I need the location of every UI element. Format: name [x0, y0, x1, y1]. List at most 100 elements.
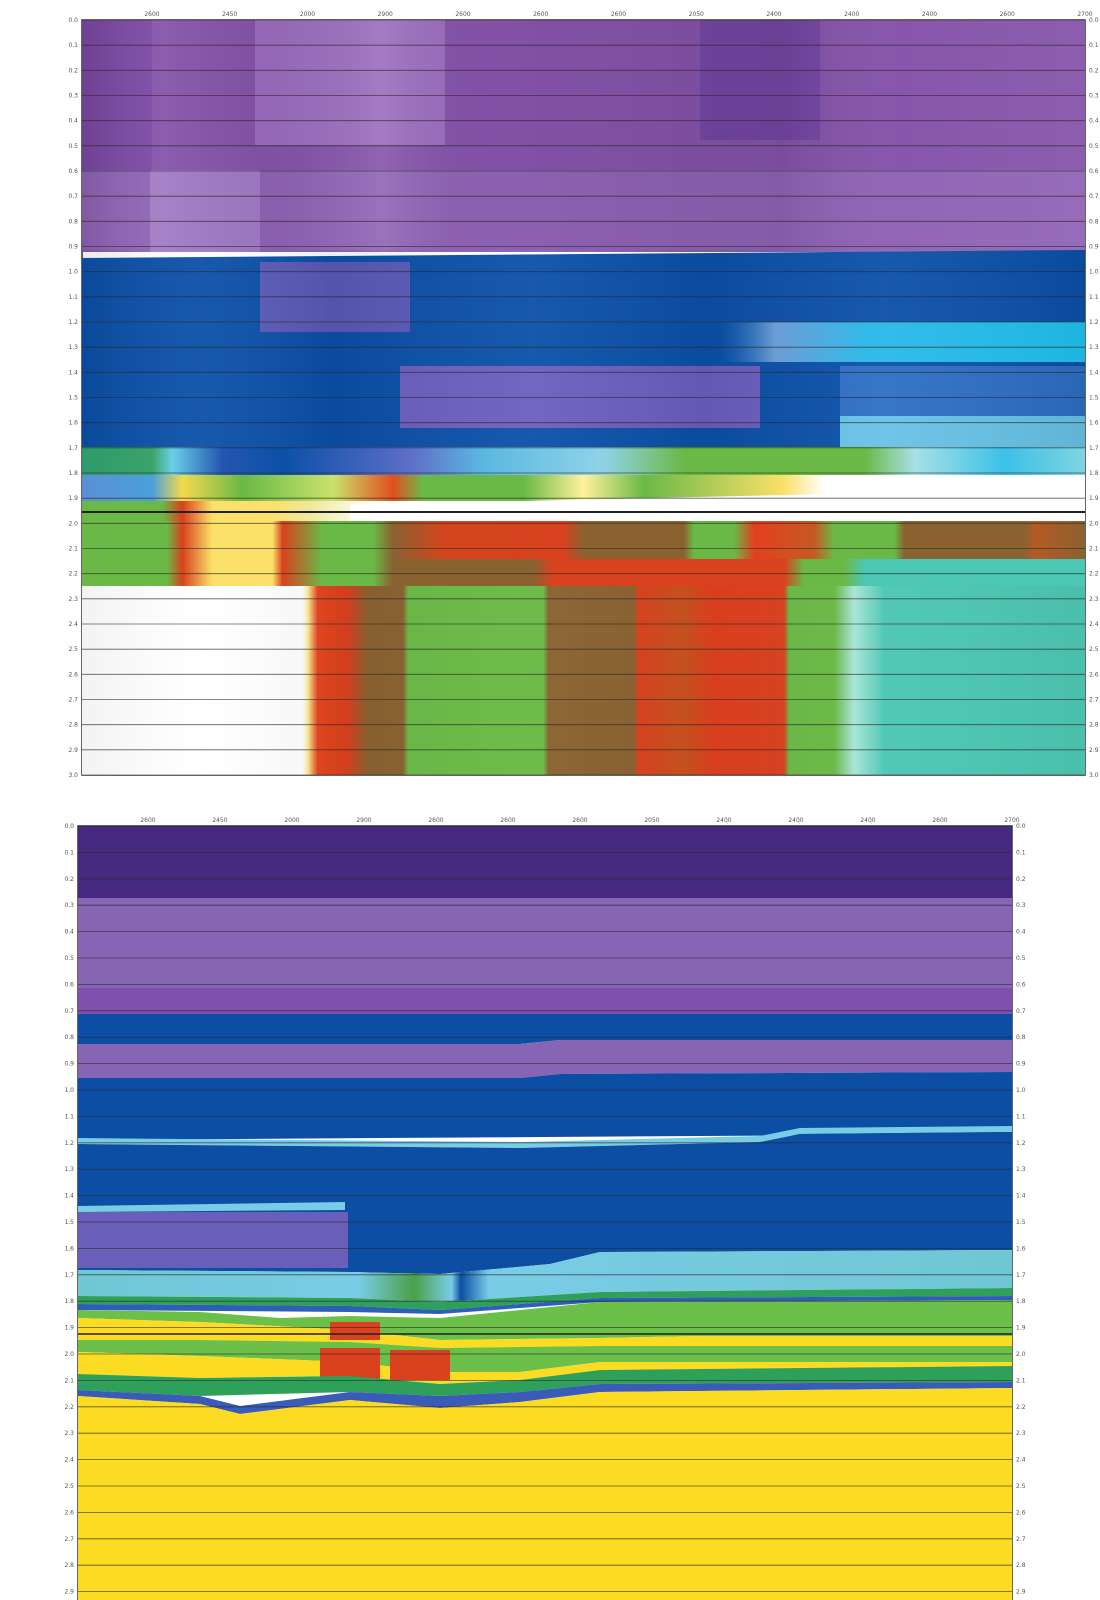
- top-y-tick-label-left: 0.2: [68, 67, 78, 74]
- bottom-y-tick-label-right: 2.2: [1016, 1404, 1026, 1411]
- top-y-tick-label-left: 0.4: [68, 118, 78, 125]
- bottom-y-tick-label-right: 2.6: [1016, 1509, 1026, 1516]
- bottom-x-tick-label: 2700: [1004, 817, 1019, 824]
- top-y-tick-label-right: 0.0: [1089, 17, 1099, 24]
- top-y-tick-label-left: 1.3: [68, 344, 78, 351]
- top-y-tick-label-left: 2.4: [68, 621, 78, 628]
- bottom-y-tick-label-left: 0.7: [64, 1008, 74, 1015]
- top-row-2-1: [82, 521, 1085, 559]
- top-y-tick-label-right: 0.8: [1089, 218, 1099, 225]
- top-lower-texture: [82, 586, 1085, 775]
- top-y-tick-label-left: 0.3: [68, 93, 78, 100]
- bottom-y-tick-label-right: 2.7: [1016, 1536, 1026, 1543]
- bottom-y-tick-label-left: 0.4: [64, 929, 74, 936]
- bottom-y-tick-label-right: 2.3: [1016, 1430, 1026, 1437]
- bottom-y-ticks-left: 0.0 0.1 0.2 0.3 0.4 0.5 0.6 0.7 0.8 0.9 1.0 1.1 1.2 1…: [64, 823, 74, 1596]
- top-y-tick-label-right: 3.0: [1089, 772, 1099, 779]
- bottom-y-tick-label-right: 1.8: [1016, 1298, 1026, 1305]
- top-y-tick-label-left: 0.0: [68, 17, 78, 24]
- bottom-yellow-base: [78, 1388, 1012, 1600]
- top-y-tick-label-left: 0.1: [68, 42, 78, 49]
- bottom-y-tick-label-right: 1.7: [1016, 1272, 1026, 1279]
- bottom-y-tick-label-left: 2.6: [64, 1509, 74, 1516]
- top-y-tick-label-right: 0.6: [1089, 168, 1099, 175]
- bottom-y-tick-label-right: 1.1: [1016, 1113, 1026, 1120]
- bottom-y-tick-label-right: 1.4: [1016, 1193, 1026, 1200]
- top-y-tick-label-left: 1.1: [68, 294, 78, 301]
- bottom-cyan-line-2: [78, 1202, 345, 1212]
- top-y-tick-label-right: 1.4: [1089, 369, 1099, 376]
- bottom-y-tick-label-left: 2.5: [64, 1483, 74, 1490]
- top-blue-texture: [82, 250, 1085, 455]
- top-y-tick-label-right: 2.6: [1089, 671, 1099, 678]
- bottom-y-tick-label-left: 0.2: [64, 876, 74, 883]
- top-x-tick-label: 2000: [300, 11, 315, 18]
- top-y-tick-label-left: 1.2: [68, 319, 78, 326]
- bottom-y-tick-label-left: 1.3: [64, 1166, 74, 1173]
- bottom-y-tick-label-left: 2.2: [64, 1404, 74, 1411]
- top-y-tick-label-right: 2.7: [1089, 697, 1099, 704]
- bottom-y-tick-label-right: 1.0: [1016, 1087, 1026, 1094]
- bottom-y-tick-label-right: 2.9: [1016, 1589, 1026, 1596]
- top-y-tick-label-right: 1.2: [1089, 319, 1099, 326]
- bottom-band-dark-purple: [78, 826, 1012, 898]
- top-y-tick-label-right: 1.0: [1089, 269, 1099, 276]
- bottom-y-tick-label-right: 0.5: [1016, 955, 1026, 962]
- bottom-x-tick-label: 2900: [356, 817, 371, 824]
- bottom-y-tick-label-left: 2.9: [64, 1589, 74, 1596]
- bottom-y-tick-label-left: 1.8: [64, 1298, 74, 1305]
- top-y-tick-label-left: 0.5: [68, 143, 78, 150]
- top-y-tick-label-left: 0.9: [68, 244, 78, 251]
- bottom-y-tick-label-left: 1.5: [64, 1219, 74, 1226]
- bottom-y-tick-label-left: 2.7: [64, 1536, 74, 1543]
- top-y-tick-label-right: 2.0: [1089, 520, 1099, 527]
- top-y-tick-label-right: 0.7: [1089, 193, 1099, 200]
- bottom-purple-block: [78, 1212, 348, 1268]
- bottom-y-tick-label-right: 1.5: [1016, 1219, 1026, 1226]
- top-y-tick-label-left: 3.0: [68, 772, 78, 779]
- bottom-y-ticks-right: 0.0 0.1 0.2 0.3 0.4 0.5 0.6 0.7 0.8 0.9 1.0 1.1 1.2 1…: [1016, 823, 1026, 1596]
- bottom-x-tick-label: 2400: [788, 817, 803, 824]
- bottom-y-tick-label-left: 2.1: [64, 1377, 74, 1384]
- top-x-ticks: 2600 2450 2000 2900 2600 2600 2600 2050 2400 2400…: [144, 11, 1092, 18]
- top-y-tick-label-left: 0.7: [68, 193, 78, 200]
- top-x-tick-label: 2450: [222, 11, 237, 18]
- top-x-tick-label: 2400: [766, 11, 781, 18]
- top-y-tick-label-left: 1.7: [68, 445, 78, 452]
- bottom-x-tick-label: 2600: [428, 817, 443, 824]
- top-y-tick-label-right: 1.5: [1089, 395, 1099, 402]
- top-y-tick-label-right: 2.9: [1089, 747, 1099, 754]
- top-y-tick-label-left: 1.8: [68, 470, 78, 477]
- top-y-tick-label-right: 2.3: [1089, 596, 1099, 603]
- top-y-tick-label-right: 2.1: [1089, 546, 1099, 553]
- bottom-x-tick-label: 2600: [572, 817, 587, 824]
- bottom-y-tick-label-left: 2.0: [64, 1351, 74, 1358]
- bottom-y-tick-label-left: 1.2: [64, 1140, 74, 1147]
- bottom-band-light-purple-1: [78, 898, 1012, 988]
- bottom-x-tick-label: 2600: [500, 817, 515, 824]
- top-x-tick-label: 2600: [1000, 11, 1015, 18]
- top-y-tick-label-right: 1.8: [1089, 470, 1099, 477]
- top-y-tick-label-left: 2.2: [68, 571, 78, 578]
- top-y-tick-label-right: 0.3: [1089, 93, 1099, 100]
- bottom-y-tick-label-right: 0.9: [1016, 1061, 1026, 1068]
- top-x-tick-label: 2400: [922, 11, 937, 18]
- bottom-x-tick-label: 2450: [212, 817, 227, 824]
- bottom-band-green-3: [78, 1340, 1012, 1372]
- top-row-2-2: [82, 559, 1085, 586]
- bottom-grid: [78, 825, 1012, 1592]
- top-y-tick-label-left: 2.9: [68, 747, 78, 754]
- top-y-tick-label-right: 2.8: [1089, 722, 1099, 729]
- top-y-tick-label-right: 0.9: [1089, 244, 1099, 251]
- bottom-y-tick-label-left: 2.8: [64, 1562, 74, 1569]
- bottom-x-tick-label: 2000: [284, 817, 299, 824]
- top-y-tick-label-left: 2.6: [68, 671, 78, 678]
- bottom-y-tick-label-right: 0.7: [1016, 1008, 1026, 1015]
- bottom-x-tick-label: 2400: [860, 817, 875, 824]
- top-y-ticks-left: 0.0 0.1 0.2 0.3 0.4 0.5 0.6 0.7 0.8 0.9 1.0 1.1 1.2 1…: [68, 17, 78, 779]
- bottom-y-tick-label-left: 1.6: [64, 1245, 74, 1252]
- top-y-tick-label-left: 2.5: [68, 646, 78, 653]
- top-row-1-8: [82, 447, 1085, 475]
- top-y-tick-label-right: 2.2: [1089, 571, 1099, 578]
- bottom-band-yellow-2: [78, 1352, 1012, 1384]
